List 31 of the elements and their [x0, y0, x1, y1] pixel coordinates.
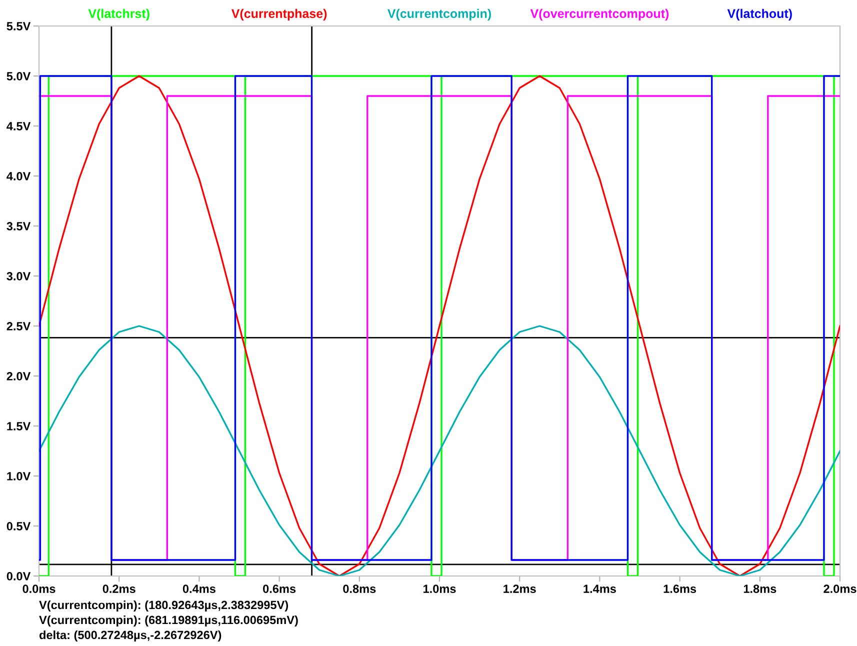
y-tick-label: 0.0V [6, 572, 31, 580]
y-tick-label: 3.5V [6, 222, 31, 230]
text: V(currentcompin) [388, 8, 491, 20]
x-tick-label: 0.2ms [102, 584, 136, 594]
y-tick-label: 4.0V [6, 172, 31, 180]
text: delta: (500.27248µs,-2.2672926V) [39, 630, 222, 642]
y-tick-label: 4.5V [6, 122, 31, 130]
y-tick-label: 2.5V [6, 322, 31, 330]
x-tick-label: 1.6ms [664, 584, 696, 594]
x-tick-label: 1.4ms [584, 584, 616, 594]
x-tick-label: 0.8ms [343, 584, 376, 594]
y-tick-label: 1.5V [7, 422, 31, 430]
x-tick-label: 0.6ms [263, 584, 296, 594]
y-tick-label: 5.0V [6, 72, 31, 80]
y-tick-label: 1.0V [7, 472, 31, 480]
y-tick-label: 0.5V [6, 522, 31, 530]
x-tick-label: 1.2ms [504, 584, 536, 594]
text: V(overcurrentcompout) [530, 8, 669, 20]
x-tick-label: 2.0ms [824, 584, 856, 594]
y-tick-label: 5.5V [6, 22, 31, 30]
x-tick-label: 1.0ms [424, 584, 456, 594]
text: V(latchrst) [88, 8, 150, 20]
text: V(latchout) [727, 8, 792, 20]
y-tick-label: 2.0V [6, 372, 31, 380]
text: V(currentcompin): (681.19891µs,116.00695mV) [39, 615, 298, 627]
text: V(currentphase) [231, 8, 327, 20]
x-tick-label: 0.0ms [22, 584, 56, 594]
x-tick-label: 1.8ms [744, 584, 776, 594]
text: V(currentcompin): (180.92643µs,2.3832995V) [39, 600, 288, 612]
y-tick-label: 3.0V [6, 272, 31, 280]
x-tick-label: 0.4ms [182, 584, 216, 594]
